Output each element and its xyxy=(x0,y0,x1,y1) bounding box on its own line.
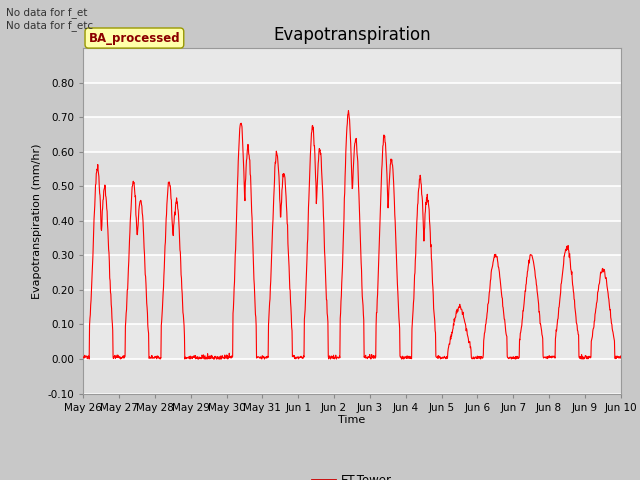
Bar xyxy=(83,221,621,255)
Legend: ET-Tower: ET-Tower xyxy=(307,469,397,480)
Bar xyxy=(83,83,621,117)
Bar xyxy=(83,359,621,394)
Title: Evapotranspiration: Evapotranspiration xyxy=(273,25,431,44)
X-axis label: Time: Time xyxy=(339,415,365,425)
Bar xyxy=(83,152,621,186)
Y-axis label: Evapotranspiration (mm/hr): Evapotranspiration (mm/hr) xyxy=(32,143,42,299)
Text: No data for f_et
No data for f_etc: No data for f_et No data for f_etc xyxy=(6,7,93,31)
Text: BA_processed: BA_processed xyxy=(88,32,180,45)
Bar xyxy=(83,290,621,324)
